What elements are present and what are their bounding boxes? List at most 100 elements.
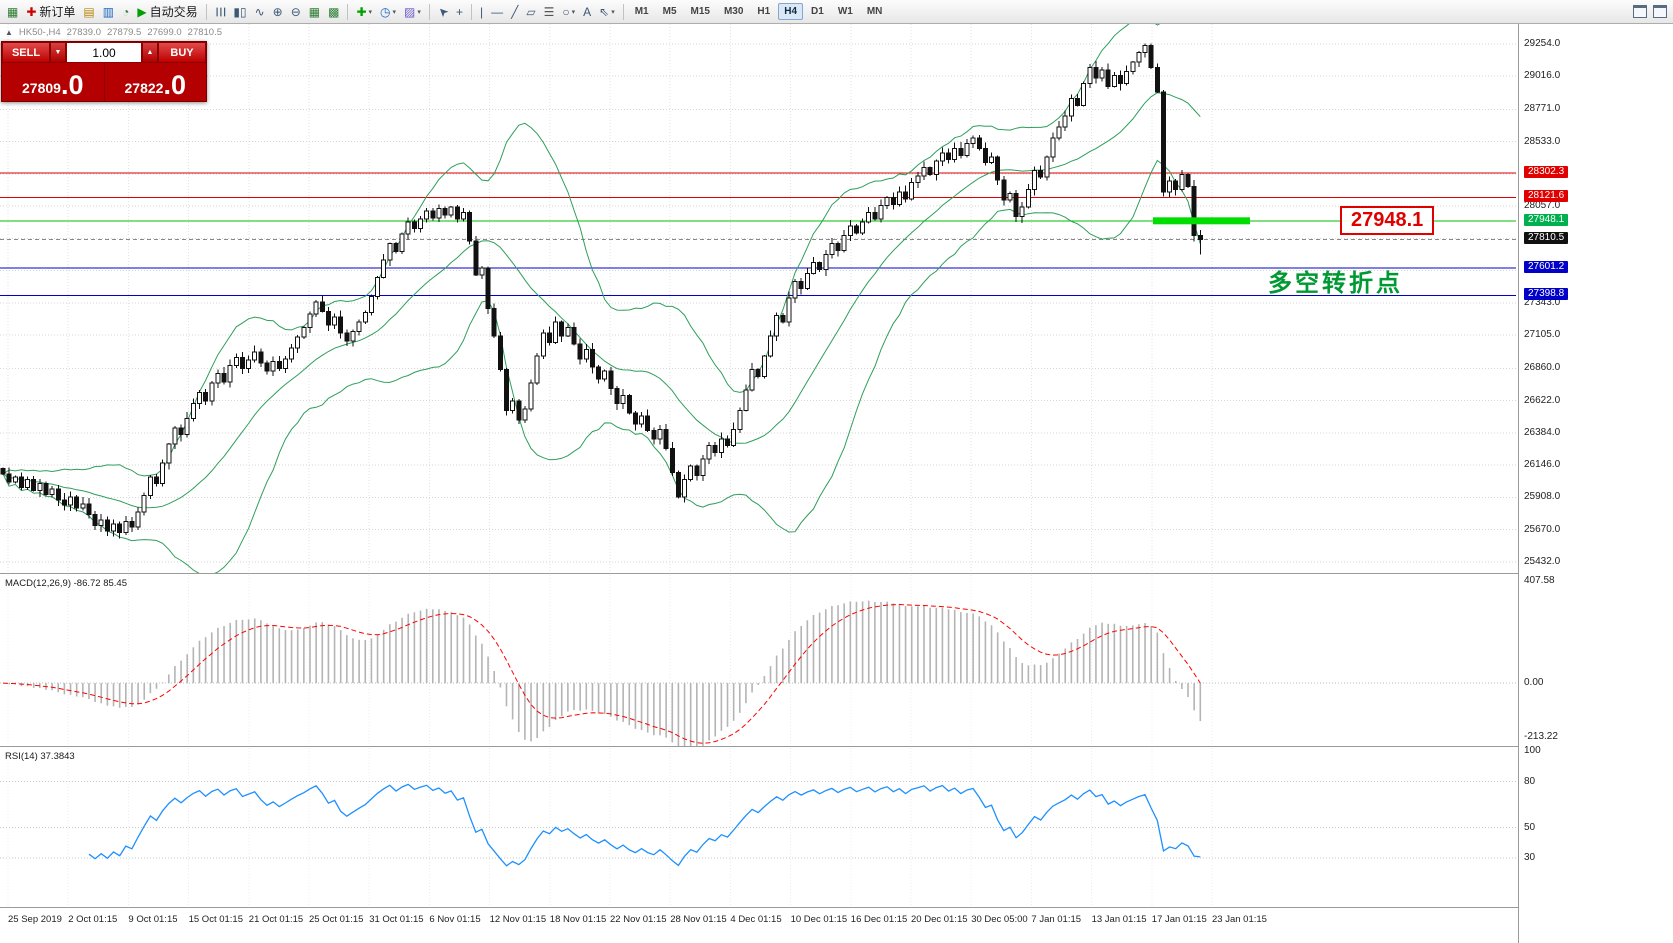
new-order-icon: ✚ — [26, 4, 37, 19]
bollinger-upper-band — [2, 24, 1161, 477]
chevron-down-icon: ▾ — [417, 8, 421, 16]
price-label-29254.0: 29254.0 — [1524, 37, 1561, 49]
timeframe-m15[interactable]: M15 — [690, 6, 710, 17]
tile-windows-icon: ▦ — [308, 4, 321, 19]
timeframe-w1[interactable]: W1 — [837, 6, 853, 17]
time-label: 25 Sep 2019 — [8, 914, 62, 925]
price-tag-27398.8: 27398.8 — [1524, 288, 1569, 301]
chevron-down-icon: ▾ — [392, 8, 397, 16]
price-label-26384.0: 26384.0 — [1524, 426, 1561, 438]
price-axis[interactable]: 29254.0 29016.0 28771.0 28533.0 28057.0 27343… — [1518, 24, 1673, 943]
zoom-in-icon: ⊕ — [272, 4, 283, 19]
vertical-line-button[interactable]: | — [477, 2, 486, 22]
zoom-out-icon: ⊖ — [290, 4, 301, 19]
volume-down-button[interactable]: ▼ — [50, 42, 66, 63]
time-label: 10 Dec 01:15 — [790, 914, 848, 925]
arrows-button[interactable]: ⇖ ▾ — [596, 2, 618, 22]
panel-divider[interactable] — [0, 573, 1673, 574]
time-label: 20 Dec 01:15 — [911, 914, 968, 925]
volume-up-button[interactable]: ▲ — [142, 42, 158, 63]
vertical-line-icon: | — [479, 4, 484, 19]
trade-panel-collapse-icon[interactable]: ▲ — [5, 28, 13, 37]
cursor-button[interactable]: ➤ — [434, 2, 451, 22]
buy-button[interactable]: BUY — [158, 42, 206, 63]
timeframe-h1[interactable]: H1 — [757, 6, 771, 17]
periods-icon: ◷ — [380, 4, 391, 19]
rsi-axis-label-30: 30 — [1524, 852, 1536, 864]
toolbar-separator — [428, 3, 430, 20]
rsi-panel[interactable] — [0, 748, 1516, 907]
sell-button[interactable]: SELL — [2, 42, 50, 63]
sell-price-main: 27809 — [22, 80, 61, 96]
toolbar-separator — [347, 3, 349, 20]
auto-arrange-button[interactable]: ▩ — [325, 2, 342, 22]
autotrading-button-label: 自动交易 — [149, 5, 198, 19]
macd-panel[interactable] — [0, 575, 1516, 746]
fibonacci-button[interactable]: ☰ — [541, 2, 558, 22]
panel-divider[interactable] — [0, 907, 1673, 908]
time-axis[interactable]: 25 Sep 2019 2 Oct 01:15 9 Oct 01:15 15 Oct … — [0, 908, 1516, 943]
horizontal-line-button[interactable]: — — [488, 2, 506, 22]
candlestick-chart-button[interactable]: ▮▯ — [230, 2, 249, 22]
price-label-25908.0: 25908.0 — [1524, 491, 1561, 503]
buy-price-main: 27822 — [124, 80, 164, 96]
time-label: 15 Oct 01:15 — [188, 914, 243, 925]
tile-windows-button[interactable]: ▦ — [306, 2, 323, 22]
new-order-button-label: 新订单 — [39, 5, 76, 19]
timeframe-m5[interactable]: M5 — [662, 6, 677, 17]
channel-button[interactable]: ▱ — [523, 2, 538, 22]
shapes-icon: ○ — [562, 4, 570, 19]
timeframe-m1[interactable]: M1 — [634, 6, 649, 17]
timeframe-m30[interactable]: M30 — [723, 6, 744, 17]
price-callout-box[interactable]: 27948.1 — [1340, 206, 1435, 235]
turning-point-highlight[interactable] — [1153, 217, 1250, 225]
sell-price-display[interactable]: 27809.0 — [2, 63, 104, 101]
time-label: 23 Jan 01:15 — [1212, 914, 1267, 925]
toolbar-separator — [205, 3, 207, 20]
timeframe-mn[interactable]: MN — [866, 6, 883, 17]
trendline-button[interactable]: ╱ — [508, 2, 521, 22]
dock-chart-button[interactable] — [1633, 5, 1647, 18]
time-label: 13 Jan 01:15 — [1091, 914, 1147, 925]
volume-input[interactable] — [66, 42, 142, 63]
auto-arrange-icon: ▩ — [328, 4, 340, 19]
macd-axis-label-0.00: 0.00 — [1524, 677, 1544, 689]
indicators-button[interactable]: ✚ ▾ — [353, 2, 375, 22]
new-chart-button[interactable]: ▦ — [4, 2, 21, 22]
timeframe-h4[interactable]: H4 — [778, 3, 804, 20]
shapes-button[interactable]: ○ ▾ — [559, 2, 578, 22]
time-label: 28 Nov 01:15 — [670, 914, 727, 925]
autotrading-icon: ▶ — [137, 4, 147, 19]
new-order-button[interactable]: ✚ 新订单 — [23, 2, 78, 22]
zoom-out-button[interactable]: ⊖ — [288, 2, 304, 22]
market-watch-button[interactable]: ▥ — [100, 2, 117, 22]
panel-divider[interactable] — [0, 746, 1673, 747]
bollinger-lower-band — [2, 159, 1201, 573]
line-chart-button[interactable]: ∿ — [252, 2, 268, 22]
price-label-25432.0: 25432.0 — [1524, 555, 1561, 567]
chart-profile-button[interactable]: ▤ — [80, 2, 97, 22]
crosshair-button[interactable]: + — [453, 2, 466, 22]
fibonacci-icon: ☰ — [543, 4, 555, 19]
timeframe-d1[interactable]: D1 — [811, 6, 824, 17]
open-value: 27839.0 — [66, 27, 101, 38]
time-label: 9 Oct 01:15 — [128, 914, 178, 925]
autotrading-button[interactable]: ▶ 自动交易 — [134, 2, 200, 22]
sell-price-big-digit: .0 — [60, 70, 84, 101]
float-chart-button[interactable] — [1653, 5, 1667, 18]
arrows-icon: ⇖ — [599, 4, 610, 19]
templates-button[interactable]: ▨ ▾ — [401, 2, 424, 22]
rsi-axis-label-80: 80 — [1524, 775, 1536, 787]
price-chart[interactable] — [0, 24, 1516, 573]
bar-chart-button[interactable]: ☰ — [212, 2, 229, 22]
navigator-button[interactable]: ◔ — [119, 2, 132, 22]
bollinger-middle-band — [2, 92, 1201, 509]
text-button[interactable]: A — [580, 2, 594, 22]
periods-button[interactable]: ◷ ▾ — [377, 2, 399, 22]
toolbar: ▦ ✚ 新订单 ▤ ▥ ◔ ▶ 自动交易 ☰ ▮▯ ∿ ⊕ ⊖ ▦ ▩ ✚ ▾ ◷ ▾ ▨ ▾ ➤ + | — ╱ ▱ ☰ ○ ▾ A ⇖ ▾ M… — [0, 0, 1673, 24]
indicators-icon: ✚ — [356, 4, 367, 19]
buy-price-display[interactable]: 27822.0 — [103, 63, 207, 101]
line-chart-icon: ∿ — [254, 4, 265, 19]
zoom-in-button[interactable]: ⊕ — [270, 2, 286, 22]
